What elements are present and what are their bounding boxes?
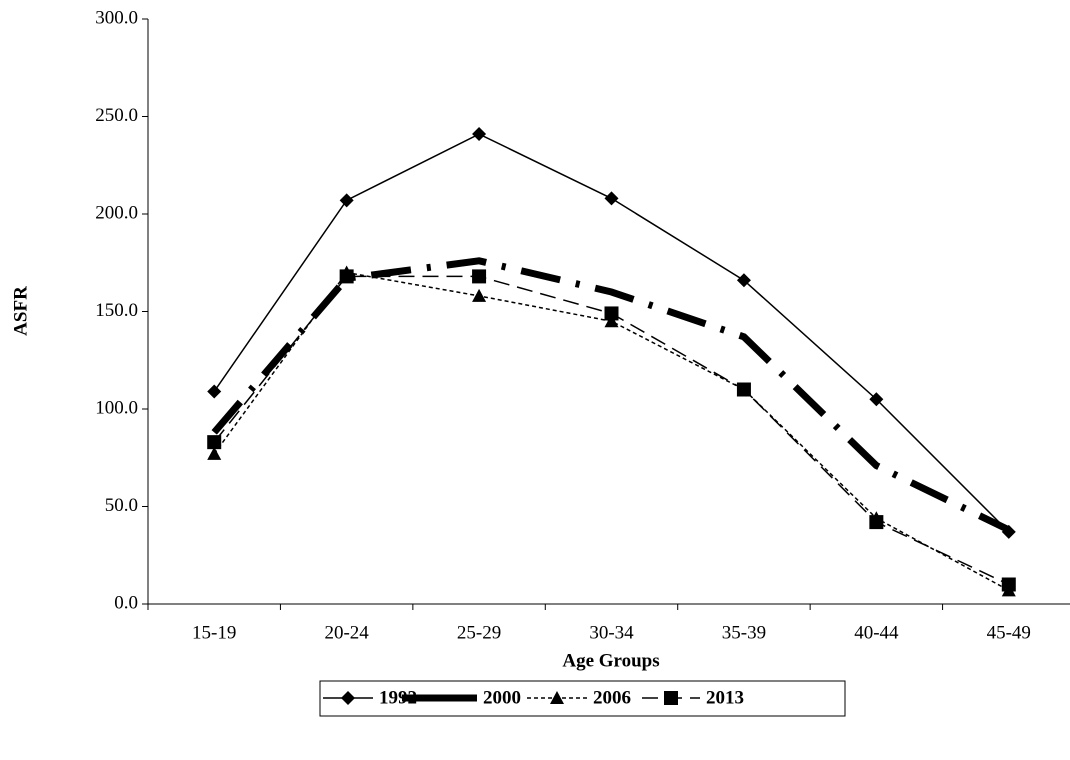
x-tick-label: 15-19 [192, 622, 236, 643]
data-point [207, 384, 222, 399]
data-point [339, 193, 354, 208]
legend-marker [341, 691, 355, 705]
x-tick-label: 40-44 [854, 622, 899, 643]
data-point [604, 314, 619, 328]
data-point [869, 392, 884, 407]
y-tick-label: 200.0 [95, 202, 138, 223]
data-point [472, 269, 487, 284]
data-point [604, 191, 619, 206]
legend-label: 2013 [706, 687, 744, 708]
x-tick-label: 45-49 [987, 622, 1031, 643]
data-point [472, 288, 487, 302]
y-tick-label: 250.0 [95, 105, 138, 126]
legend-label: 2000 [483, 687, 521, 708]
y-axis-title: ASFR [10, 286, 31, 336]
data-point [207, 446, 222, 460]
legend-label: 2006 [593, 687, 631, 708]
y-tick-label: 50.0 [105, 495, 138, 516]
data-point [736, 382, 751, 397]
series-line [211, 257, 1011, 534]
data-point [869, 515, 884, 530]
data-point [1001, 577, 1016, 592]
y-tick-label: 0.0 [114, 592, 138, 613]
data-point [604, 306, 619, 321]
data-point [472, 127, 487, 142]
legend-label: 1992 [379, 687, 417, 708]
data-point [736, 273, 751, 288]
x-tick-label: 25-29 [457, 622, 501, 643]
x-tick-label: 30-34 [589, 622, 634, 643]
data-point [207, 435, 222, 450]
x-tick-label: 35-39 [722, 622, 766, 643]
legend-marker [664, 691, 678, 705]
legend-marker [550, 691, 564, 704]
y-tick-label: 300.0 [95, 7, 138, 28]
x-tick-label: 20-24 [324, 622, 369, 643]
data-point [339, 269, 354, 284]
x-axis-title: Age Groups [562, 650, 659, 671]
legend-box [319, 680, 846, 717]
y-tick-label: 100.0 [95, 397, 138, 418]
y-tick-label: 150.0 [95, 300, 138, 321]
